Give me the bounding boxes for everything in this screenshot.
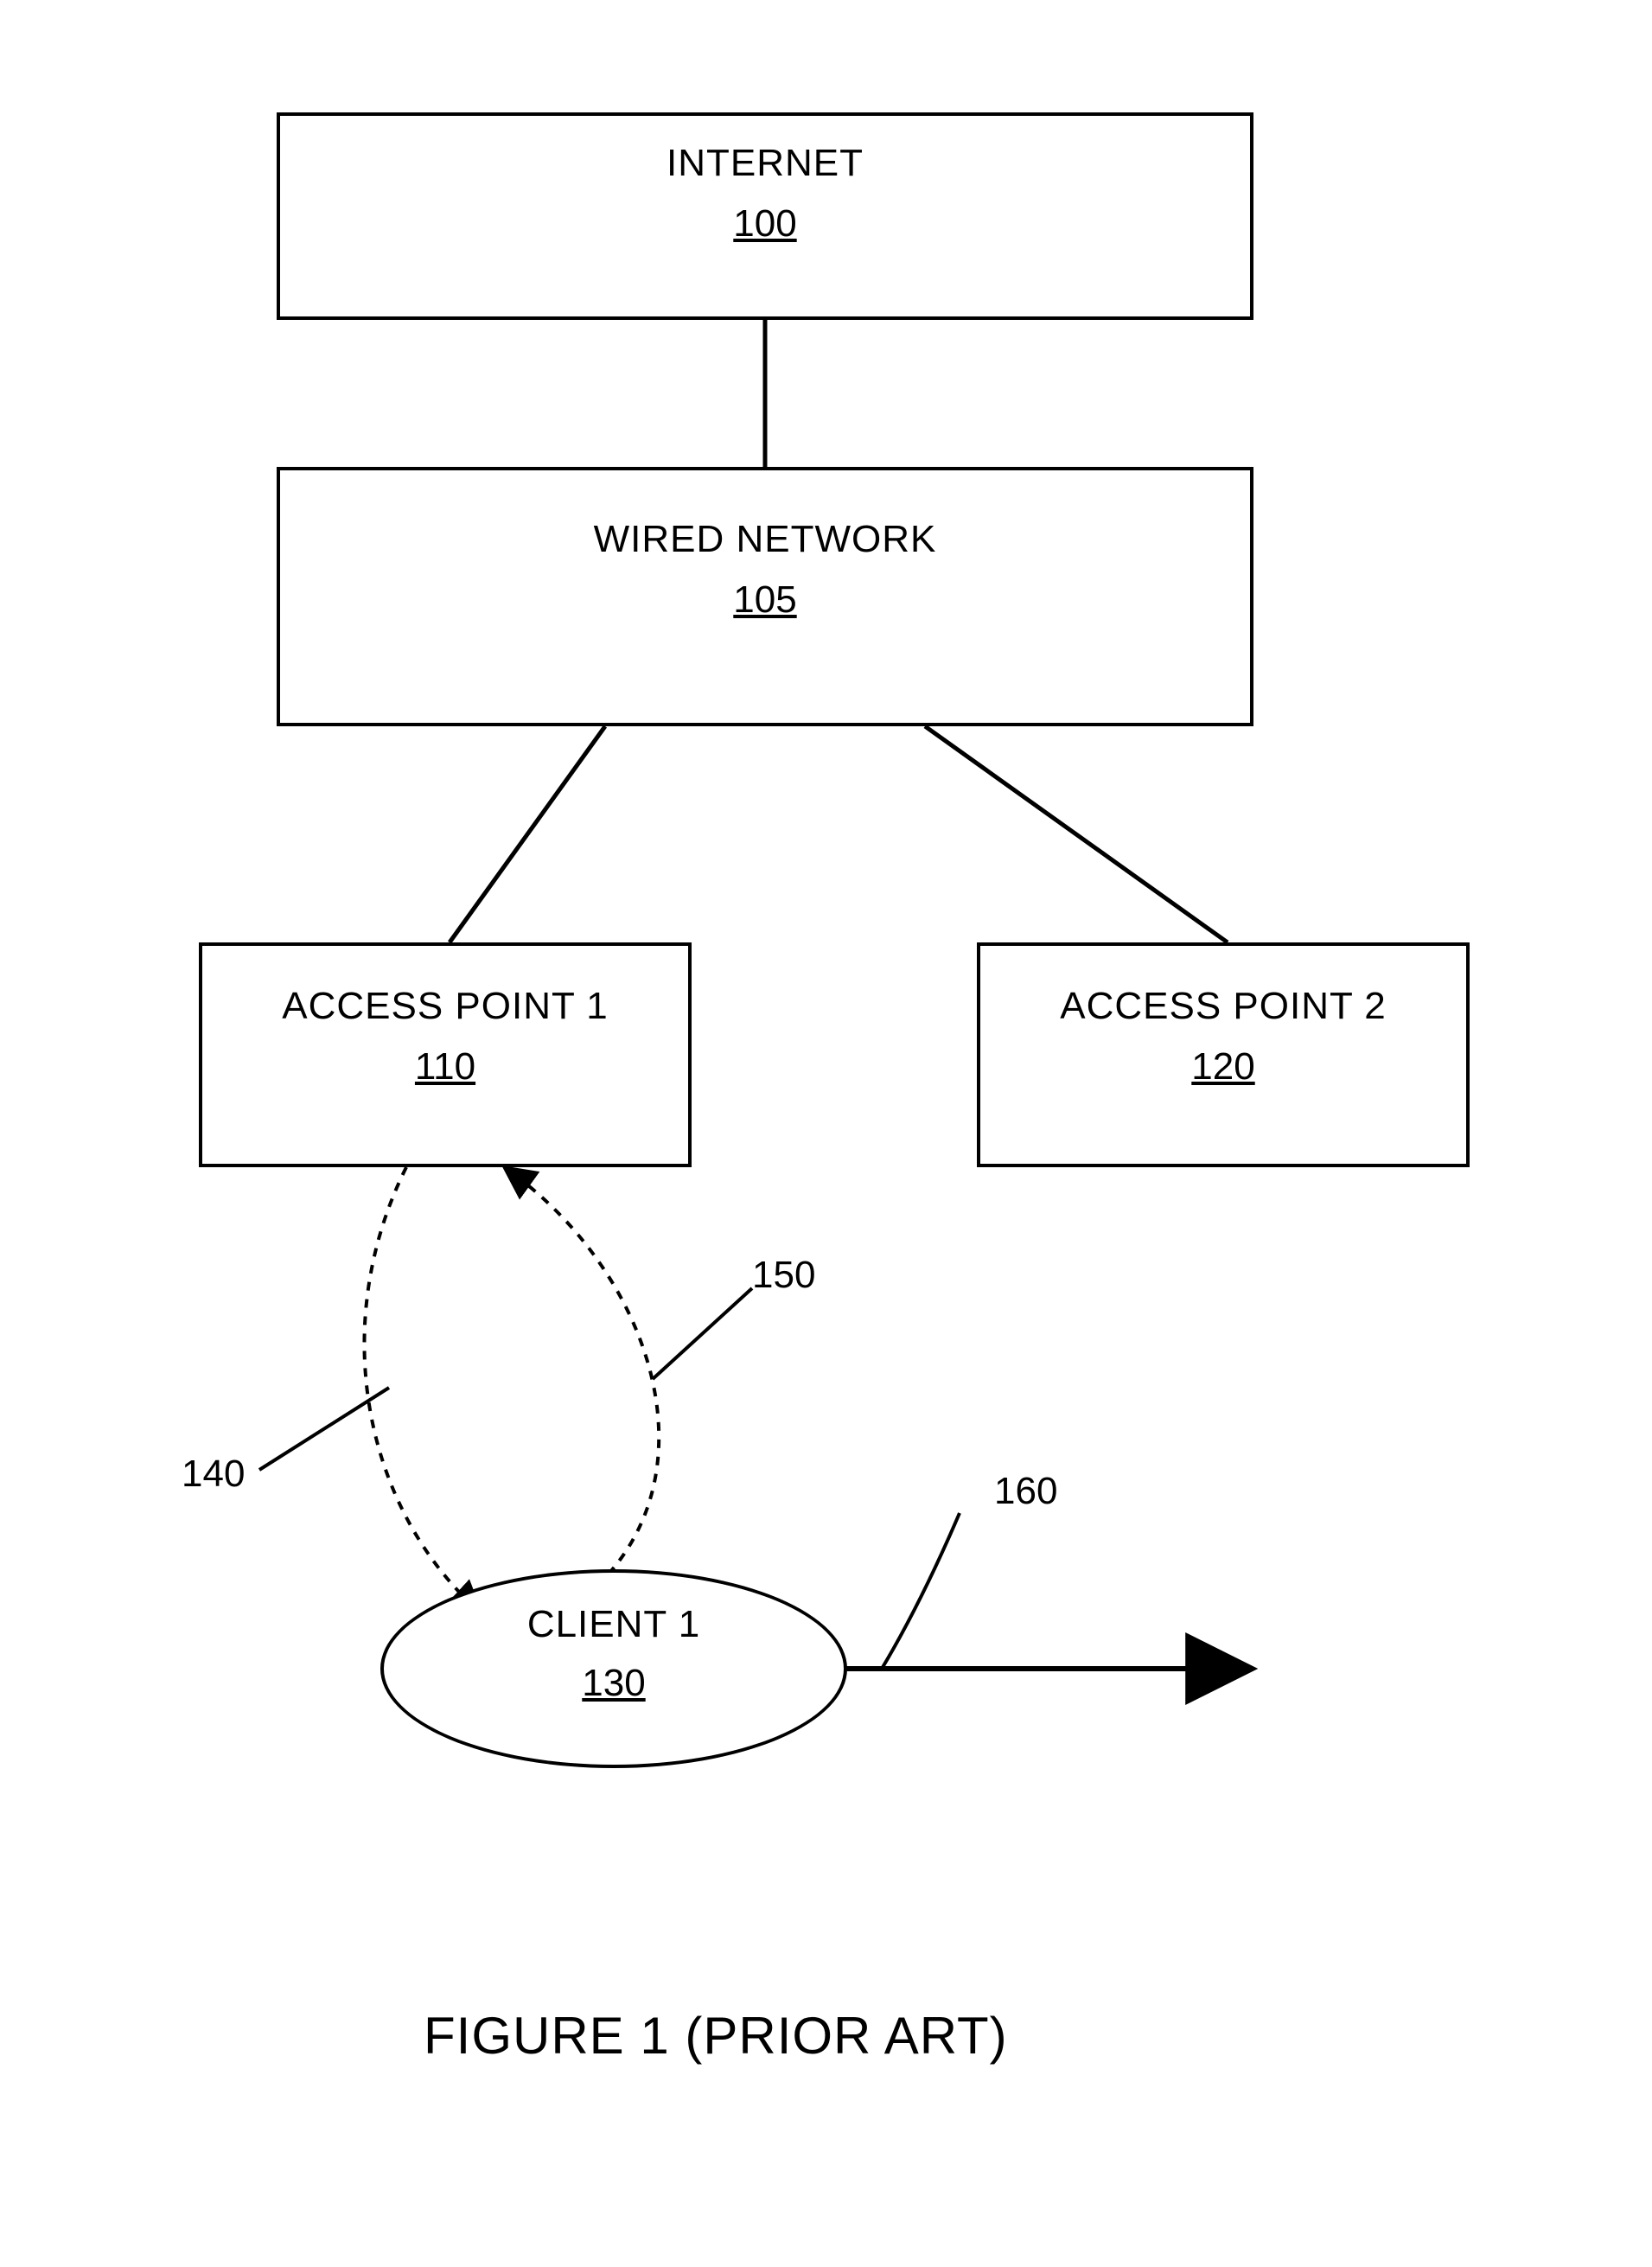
node-client1-num: 130 <box>582 1662 645 1705</box>
node-internet-title: INTERNET <box>280 142 1250 185</box>
label-160: 160 <box>994 1470 1057 1513</box>
node-client1: CLIENT 1 130 <box>380 1569 847 1768</box>
node-ap1: ACCESS POINT 1 110 <box>199 942 692 1167</box>
node-internet-num: 100 <box>733 202 796 246</box>
label-140: 140 <box>182 1453 245 1496</box>
label-150: 150 <box>752 1254 815 1297</box>
node-ap1-title: ACCESS POINT 1 <box>202 985 688 1028</box>
diagram-canvas: INTERNET 100 WIRED NETWORK 105 ACCESS PO… <box>0 0 1652 2267</box>
node-wired-network: WIRED NETWORK 105 <box>277 467 1253 726</box>
edge-client1-ap1-up <box>510 1172 659 1587</box>
edge-wired-ap1 <box>450 726 605 942</box>
node-client1-title: CLIENT 1 <box>384 1603 844 1646</box>
node-ap2-title: ACCESS POINT 2 <box>980 985 1466 1028</box>
node-ap2: ACCESS POINT 2 120 <box>977 942 1470 1167</box>
node-ap2-num: 120 <box>1191 1045 1254 1089</box>
edge-wired-ap2 <box>925 726 1228 942</box>
node-internet: INTERNET 100 <box>277 112 1253 320</box>
leader-150 <box>653 1288 752 1379</box>
node-wired-network-title: WIRED NETWORK <box>280 518 1250 561</box>
node-ap1-num: 110 <box>415 1045 475 1089</box>
leader-160 <box>882 1513 960 1669</box>
leader-140 <box>259 1388 389 1470</box>
node-wired-network-num: 105 <box>733 578 796 622</box>
edge-ap1-client1-down <box>364 1167 475 1608</box>
figure-caption: FIGURE 1 (PRIOR ART) <box>424 2006 1008 2066</box>
